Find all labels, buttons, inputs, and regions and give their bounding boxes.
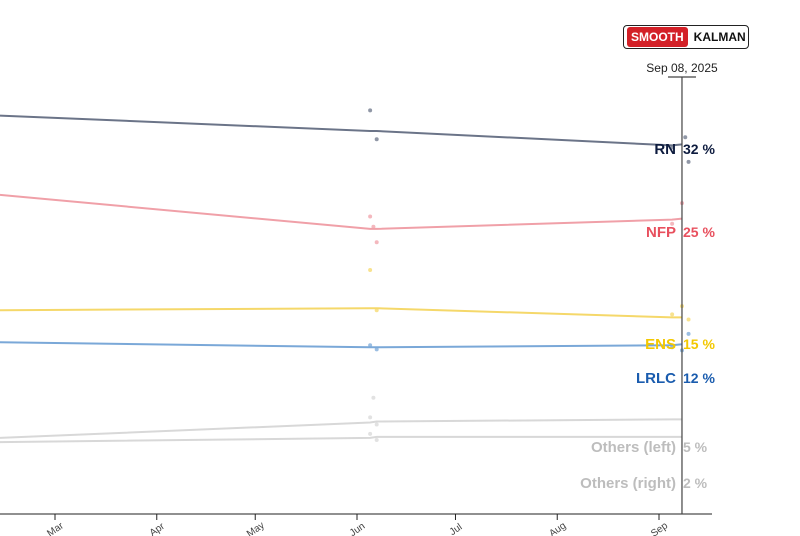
series-value-label: 15 % (683, 336, 715, 352)
poll-dot (686, 159, 691, 164)
series-label: NFP (646, 224, 676, 241)
x-tick-label: May (245, 520, 267, 536)
x-tick-label: Sep (649, 520, 670, 536)
poll-dot (670, 345, 675, 350)
series-value-label: 32 % (683, 141, 715, 157)
series-label: Others (left) (591, 439, 676, 456)
series-line-nfp (0, 193, 683, 230)
poll-dot (374, 347, 379, 352)
poll-dot (368, 415, 373, 420)
x-tick-label: Apr (148, 521, 168, 536)
poll-dot (670, 145, 675, 150)
series-label: RN (654, 141, 676, 158)
series-label: Others (right) (580, 475, 676, 492)
poll-dot (368, 214, 373, 219)
series-line-rn (0, 114, 683, 147)
kalman-button[interactable]: KALMAN (693, 30, 746, 44)
series-line-others-left (0, 418, 682, 439)
poll-dot (683, 135, 688, 140)
poll-dot (374, 422, 379, 427)
poll-dot (368, 108, 373, 113)
poll-dot (374, 438, 379, 443)
smooth-button[interactable]: SMOOTH (627, 27, 688, 47)
x-tick-label: Jun (348, 521, 368, 536)
series-value-label: 5 % (683, 439, 708, 455)
series-value-label: 2 % (683, 475, 708, 491)
x-tick-label: Aug (547, 520, 568, 536)
poll-dot (374, 137, 379, 142)
poll-dot (371, 395, 376, 400)
poll-dot (371, 224, 376, 229)
series-line-ens (0, 307, 682, 319)
x-tick-label: Jul (448, 522, 465, 536)
poll-dot (670, 221, 675, 226)
cursor-date-label: Sep 08, 2025 (646, 61, 718, 75)
series-label: ENS (645, 336, 676, 353)
series-value-label: 25 % (683, 224, 715, 240)
poll-dot (368, 343, 373, 348)
poll-dot (686, 317, 691, 322)
poll-dot (368, 268, 373, 273)
series-value-label: 12 % (683, 370, 715, 386)
poll-dot (374, 240, 379, 245)
poll-dot (686, 331, 691, 336)
x-tick-label: Mar (45, 520, 66, 536)
series-label: LRLC (636, 370, 676, 387)
series-line-lrlc (0, 341, 683, 349)
series-line-others-right (0, 435, 682, 444)
poll-dot (670, 312, 675, 317)
poll-dot (368, 431, 373, 436)
smoothing-toggle: SMOOTH KALMAN (623, 25, 749, 49)
